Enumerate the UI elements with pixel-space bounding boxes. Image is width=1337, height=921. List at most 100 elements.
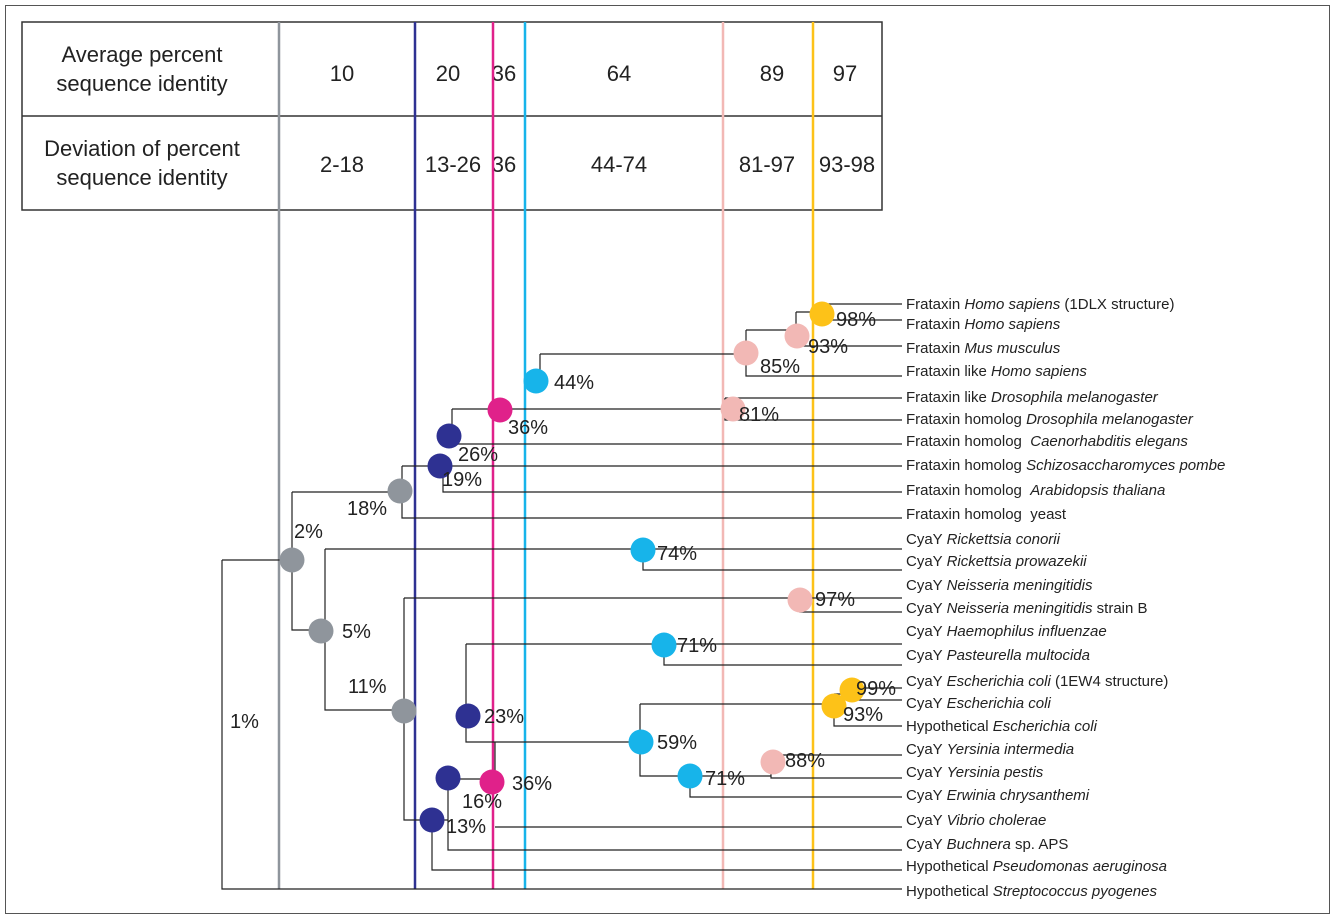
- node-label-97: 97%: [815, 589, 855, 611]
- tip-label: CyaY Pasteurella multocida: [906, 647, 1090, 664]
- tip-species: Escherichia coli: [993, 718, 1098, 735]
- tip-label: Frataxin homolog Schizosaccharomyces pom…: [906, 457, 1225, 474]
- node-label-98: 98%: [836, 309, 876, 331]
- node-n85: [733, 340, 759, 366]
- node-n74: [630, 537, 656, 563]
- tip-label: Hypothetical Escherichia coli: [906, 718, 1098, 735]
- tip-prefix: Frataxin: [906, 340, 964, 357]
- node-n36b: [479, 769, 505, 795]
- tip-prefix: CyaY: [906, 600, 947, 617]
- tip-species: Yersinia intermedia: [947, 741, 1075, 758]
- tip-prefix: Frataxin: [906, 316, 964, 333]
- tip-prefix: CyaY: [906, 812, 947, 829]
- tip-species: Mus musculus: [964, 340, 1060, 357]
- node-label-44: 44%: [554, 372, 594, 394]
- tip-prefix: Hypothetical: [906, 883, 993, 900]
- tip-prefix: Frataxin homolog: [906, 411, 1026, 428]
- node-label-93b: 93%: [843, 704, 883, 726]
- node-label-36a: 36%: [508, 417, 548, 439]
- node-label-99: 99%: [856, 678, 896, 700]
- tip-suffix: (1EW4 structure): [1051, 673, 1169, 690]
- row2-label-line2: sequence identity: [56, 165, 227, 190]
- tip-label: CyaY Erwinia chrysanthemi: [906, 787, 1090, 804]
- node-n71b: [677, 763, 703, 789]
- node-n71a: [651, 632, 677, 658]
- avg-cell-5: 89: [760, 61, 784, 86]
- tip-species: Caenorhabditis elegans: [1030, 433, 1188, 450]
- avg-cell-4: 64: [607, 61, 631, 86]
- dev-cell-6: 93-98: [819, 152, 875, 177]
- node-n81: [720, 396, 746, 422]
- tip-label: CyaY Yersinia pestis: [906, 764, 1044, 781]
- dev-cell-3: 36: [492, 152, 516, 177]
- tip-species: Haemophilus influenzae: [947, 623, 1107, 640]
- node-n23: [455, 703, 481, 729]
- tip-label: Hypothetical Streptococcus pyogenes: [906, 883, 1157, 900]
- tip-species: Yersinia pestis: [947, 764, 1044, 781]
- tip-label: CyaY Rickettsia prowazekii: [906, 553, 1087, 570]
- tip-species: Erwinia chrysanthemi: [947, 787, 1090, 804]
- tip-prefix: CyaY: [906, 673, 947, 690]
- tip-prefix: CyaY: [906, 531, 947, 548]
- tip-species: Pasteurella multocida: [947, 647, 1090, 664]
- node-label-5: 5%: [342, 621, 371, 643]
- tip-label: Frataxin like Drosophila melanogaster: [906, 389, 1159, 406]
- tip-prefix: CyaY: [906, 553, 947, 570]
- node-n99: [839, 677, 865, 703]
- node-n26: [436, 423, 462, 449]
- tip-label: Frataxin Homo sapiens: [906, 316, 1061, 333]
- node-label-26: 26%: [458, 444, 498, 466]
- node-n18: [387, 478, 413, 504]
- avg-cell-3: 36: [492, 61, 516, 86]
- node-n5: [308, 618, 334, 644]
- tip-species: Arabidopsis thaliana: [1029, 482, 1165, 499]
- node-n88: [760, 749, 786, 775]
- tip-prefix: CyaY: [906, 623, 947, 640]
- node-label-13: 13%: [446, 816, 486, 838]
- tip-species: Homo sapiens: [964, 316, 1060, 333]
- identity-lines: [277, 22, 815, 889]
- tip-prefix: Frataxin: [906, 296, 964, 313]
- tip-species: Rickettsia prowazekii: [947, 553, 1088, 570]
- node-n93a: [784, 323, 810, 349]
- node-label-2: 2%: [294, 521, 323, 543]
- tip-prefix: Hypothetical: [906, 718, 993, 735]
- tip-species: Homo sapiens: [991, 363, 1087, 380]
- node-label-71b: 71%: [705, 768, 745, 790]
- node-label-81: 81%: [739, 404, 779, 426]
- tip-prefix: CyaY: [906, 741, 947, 758]
- node-label-19: 19%: [442, 469, 482, 491]
- tip-species: Pseudomonas aeruginosa: [993, 858, 1167, 875]
- row1-label-line2: sequence identity: [56, 71, 227, 96]
- tip-label: CyaY Neisseria meningitidis: [906, 577, 1093, 594]
- node-n97: [787, 587, 813, 613]
- node-n11: [391, 698, 417, 724]
- tip-label: CyaY Vibrio cholerae: [906, 812, 1046, 829]
- scale-label: 1%: [230, 711, 259, 733]
- tip-prefix: CyaY: [906, 836, 947, 853]
- tip-species: Neisseria meningitidis: [947, 600, 1093, 617]
- node-n93b: [821, 693, 847, 719]
- tip-species: Schizosaccharomyces pombe: [1026, 457, 1225, 474]
- node-label-74: 74%: [657, 543, 697, 565]
- tip-species: Escherichia coli: [947, 695, 1052, 712]
- node-label-11: 11%: [348, 676, 387, 698]
- tip-prefix: CyaY: [906, 695, 947, 712]
- tip-label: CyaY Escherichia coli: [906, 695, 1051, 712]
- tip-prefix: CyaY: [906, 787, 947, 804]
- tip-prefix: CyaY: [906, 764, 947, 781]
- tip-label: Frataxin homolog yeast: [906, 506, 1067, 523]
- tip-label: CyaY Escherichia coli (1EW4 structure): [906, 673, 1168, 690]
- node-label-23: 23%: [484, 706, 524, 728]
- tip-prefix: Hypothetical: [906, 858, 993, 875]
- tip-label: Frataxin Homo sapiens (1DLX structure): [906, 296, 1174, 313]
- tip-label: Frataxin like Homo sapiens: [906, 363, 1087, 380]
- tip-label: CyaY Haemophilus influenzae: [906, 623, 1107, 640]
- node-n98: [809, 301, 835, 327]
- tip-prefix: CyaY: [906, 577, 947, 594]
- node-label-71a: 71%: [677, 635, 717, 657]
- node-labels: 98% 93% 85% 81% 44% 36% 26% 19% 18% 2% 7…: [294, 309, 896, 838]
- tip-label: Hypothetical Pseudomonas aeruginosa: [906, 858, 1167, 875]
- tip-species: Drosophila melanogaster: [991, 389, 1159, 406]
